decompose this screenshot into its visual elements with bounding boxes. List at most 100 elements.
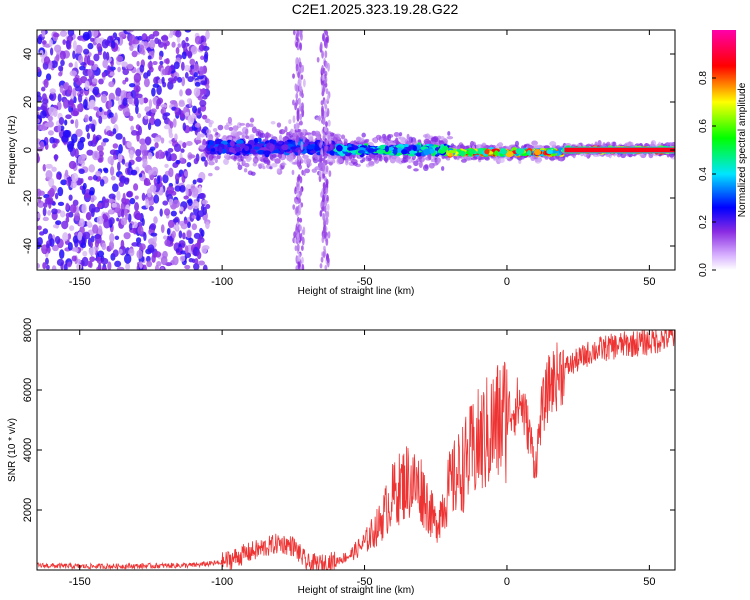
spectrogram-cell <box>43 78 49 89</box>
spectrogram-cell <box>114 112 118 122</box>
spectrogram-cell <box>77 93 83 103</box>
spectrogram-cell <box>359 137 365 143</box>
spectrogram-cell <box>546 149 553 155</box>
spectrogram-cell <box>148 34 155 40</box>
spectrogram-cell <box>187 50 193 59</box>
spectrogram-cell <box>65 114 72 120</box>
spectrogram-cell <box>108 92 115 102</box>
spectrogram-cell <box>295 98 299 107</box>
spectrogram-cell <box>87 123 94 129</box>
spectrogram-cell <box>399 137 405 144</box>
spectrogram-cell <box>167 219 175 229</box>
spectrogram-cell <box>249 117 255 123</box>
spectrogram-cell <box>133 96 138 106</box>
spectrogram-cell <box>272 150 281 154</box>
spectrogram-cell <box>109 149 118 156</box>
spectrogram-cell <box>108 99 112 109</box>
colorbar: 0.00.20.40.60.8 Normalized spectral ampl… <box>698 30 748 277</box>
spectrogram-cell <box>102 59 108 69</box>
spectrogram-cell <box>188 237 194 244</box>
spectrogram-cell <box>319 153 323 163</box>
spectrogram-cell <box>303 157 310 165</box>
spectrogram-cell <box>153 76 160 85</box>
spectrogram-cell <box>181 51 187 60</box>
spectrogram-cell <box>325 139 329 146</box>
spectrogram-cell <box>92 174 98 181</box>
spectrogram-cell <box>51 265 57 270</box>
spectrogram-cell <box>245 135 249 139</box>
spectrogram-cell <box>116 266 125 270</box>
spectrogram-cell <box>452 145 458 149</box>
spectrogram-cell <box>291 161 297 165</box>
spectrogram-cell <box>92 78 98 85</box>
spectrogram-cell <box>264 132 271 139</box>
spectrogram-cell <box>125 262 131 270</box>
spectrogram-cell <box>101 39 109 49</box>
spectrogram-cell <box>205 204 211 209</box>
spectrogram-cell <box>160 103 168 109</box>
spectrogram-cell <box>148 205 154 212</box>
spectrogram-cell <box>327 119 331 127</box>
spectrogram-cell <box>393 132 400 138</box>
spectrogram-cell <box>144 115 149 120</box>
spectrogram-cell <box>296 30 300 38</box>
spectrogram-cell <box>328 170 332 178</box>
spectrogram-cell <box>78 168 85 175</box>
spectrogram-cell <box>126 141 132 149</box>
spectrogram-cell <box>321 105 324 113</box>
spectrogram-cell <box>57 186 64 197</box>
snr-x-tick-label: -150 <box>69 576 91 588</box>
spectrogram-cell <box>323 111 327 119</box>
spectrogram-cell <box>76 103 82 110</box>
spectrogram-cell <box>251 126 257 134</box>
spectrogram-cell <box>71 255 77 262</box>
spectrogram-cell <box>64 169 69 178</box>
spectrogram-cell <box>143 181 152 186</box>
spectrogram-cell <box>389 156 396 164</box>
spectrogram-cell <box>97 225 103 236</box>
spectrogram-cell <box>162 112 168 121</box>
spectrogram-cell <box>413 160 419 167</box>
spectrogram-cell <box>68 62 73 68</box>
spectrogram-cell <box>130 89 137 99</box>
spectrogram-cell <box>69 70 78 77</box>
spectrogram-cell <box>84 114 89 123</box>
spectrogram-y-tick-label: 0 <box>22 147 34 153</box>
spectrogram-cell <box>41 102 48 110</box>
spectrogram-cell <box>192 179 197 185</box>
spectrogram-cell <box>387 134 392 141</box>
spectrogram-cell <box>87 60 95 66</box>
spectrogram-cell <box>156 98 162 107</box>
spectrogram-cell <box>186 221 191 229</box>
spectrogram-cell <box>299 42 303 51</box>
snr-x-tick-label: 50 <box>643 576 655 588</box>
spectrogram-cell <box>54 154 58 162</box>
spectrogram-cell <box>322 67 326 74</box>
spectrogram-cell <box>147 55 152 60</box>
spectrogram-cell <box>75 44 83 55</box>
spectrogram-cell <box>278 140 283 145</box>
spectrogram-cell <box>515 148 525 155</box>
spectrogram-cell <box>294 245 298 252</box>
spectrogram-cell <box>201 114 208 120</box>
spectrogram-cell <box>292 204 296 210</box>
spectrogram-cell <box>327 132 331 138</box>
spectrogram-cell <box>65 39 71 49</box>
spectrogram-cell <box>43 202 48 208</box>
spectrogram-cell <box>175 47 180 55</box>
spectrogram-cell <box>423 148 431 156</box>
spectrogram-cell <box>49 238 55 247</box>
spectrogram-cell <box>199 192 206 200</box>
spectrogram-cell <box>88 190 95 196</box>
spectrogram-cell <box>77 231 83 241</box>
spectrogram-cell <box>202 95 208 100</box>
spectrogram-cell <box>60 179 68 186</box>
spectrogram-cell <box>199 227 203 234</box>
spectrogram-cell <box>138 125 143 136</box>
spectrogram-cell <box>45 163 53 169</box>
colorbar-label: Normalized spectral amplitude <box>737 82 748 217</box>
spectrogram-cell <box>188 154 196 159</box>
spectrogram-x-tick-label: -100 <box>211 276 233 288</box>
spectrogram-cell <box>460 158 467 163</box>
spectrogram-cell <box>422 164 429 172</box>
